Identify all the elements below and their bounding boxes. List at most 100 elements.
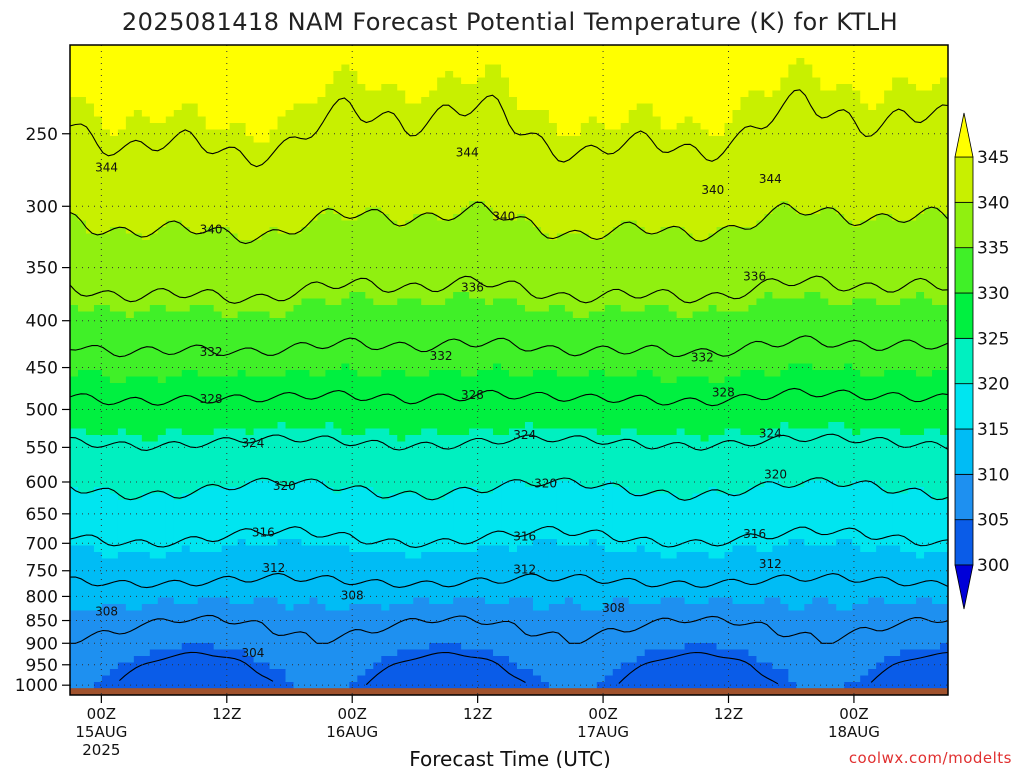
contour-label: 324 [241,436,264,450]
colorbar-label: 325 [977,329,1009,349]
contour-line-340 [70,201,948,245]
colorbar-bottom-arrow [954,564,974,610]
colorbar-label: 315 [977,420,1009,440]
x-tick-label: 00Z [87,705,116,723]
contour-label: 324 [513,428,536,442]
colorbar-segment [954,201,974,249]
x-tick-date: 15AUG [75,723,127,741]
colorbar-segment [954,156,974,203]
x-tick-date: 16AUG [326,723,378,741]
contour-label: 336 [743,270,766,284]
contour-label: 320 [764,468,787,482]
contour-line-328 [70,387,948,407]
contour-label: 316 [252,525,275,539]
contour-line-324 [70,433,948,451]
credit-text: coolwx.com/modelts [849,749,1012,767]
x-tick-date: 17AUG [577,723,629,741]
x-tick-label: 00Z [839,705,868,723]
y-tick-label: 1000 [15,676,58,696]
chart-title: 2025081418 NAM Forecast Potential Temper… [122,8,898,36]
y-tick-label: 600 [26,473,58,493]
contour-label: 340 [701,183,724,197]
colorbar-label: 300 [977,556,1009,576]
contour-line-312 [70,572,948,589]
contour-line-344 [70,89,948,168]
y-tick-label: 950 [26,656,58,676]
colorbar-label: 330 [977,284,1009,304]
contour-label: 328 [461,388,484,402]
y-tick-label: 850 [26,612,58,632]
colorbar-segment [954,519,974,566]
contour-label: 328 [200,392,223,406]
contour-label: 316 [513,529,536,543]
contour-label: 308 [341,588,364,602]
contour-line-336 [70,275,948,304]
contour-label: 312 [262,561,285,575]
contour-label: 332 [691,351,714,365]
colorbar-label: 320 [977,375,1009,395]
y-tick-label: 500 [26,400,58,420]
contour-line-320 [70,477,948,501]
ground-strip [70,688,948,695]
colorbar-segment [954,292,974,339]
contour-label: 308 [95,605,118,619]
y-tick-label: 450 [26,359,58,379]
contour-label: 340 [200,222,223,236]
colorbar-segment [954,473,974,521]
contour-label: 304 [241,646,264,660]
contour-label: 328 [712,385,735,399]
y-tick-label: 800 [26,587,58,607]
y-tick-label: 300 [26,197,58,217]
contour-line-332 [70,335,948,358]
colorbar: 300 305 310 315 320 325 330 335 340 345 [954,112,1009,610]
y-tick-label: 350 [26,259,58,279]
contour-label: 332 [200,345,223,359]
contour-line-308 [70,614,948,644]
colorbar-label: 340 [977,193,1009,213]
contour-label: 340 [492,210,515,224]
colorbar-label: 345 [977,148,1009,168]
y-tick-label: 750 [26,562,58,582]
colorbar-segment [954,383,974,430]
contour-label: 316 [743,527,766,541]
contour-label: 320 [273,479,296,493]
contour-labels: 344 344 344 340 340 340 336 336 332 332 332 328 328 3… [95,145,787,659]
ground-surface [70,688,948,695]
x-tick-date: 18AUG [828,723,880,741]
colorbar-top-arrow [954,112,974,158]
contour-lines [70,89,948,686]
colorbar-segment [954,247,974,294]
colorbar-segment [954,428,974,475]
y-tick-label: 700 [26,534,58,554]
x-tick-label: 12Z [212,705,241,723]
contour-label: 312 [759,557,782,571]
x-tick-label: 12Z [463,705,492,723]
x-tick-label: 00Z [338,705,367,723]
x-tick-label: 12Z [714,705,743,723]
y-tick-label: 900 [26,634,58,654]
contour-label: 324 [759,426,782,440]
contour-label: 332 [430,349,453,363]
contour-label: 336 [461,281,484,295]
contour-label: 308 [602,601,625,615]
x-tick-label: 00Z [588,705,617,723]
x-axis-label: Forecast Time (UTC) [409,747,611,768]
plot-frame [69,44,949,696]
contour-label: 344 [759,172,782,186]
y-tick-label: 550 [26,438,58,458]
contour-line-316 [70,525,948,548]
x-tick-year: 2025 [82,741,120,759]
grid-lines [70,45,948,695]
contour-label: 320 [534,476,557,490]
y-tick-label: 250 [26,125,58,145]
y-tick-label: 650 [26,505,58,525]
contour-label: 312 [513,563,536,577]
heatmap-field [70,45,948,695]
contour-label: 344 [95,160,118,174]
colorbar-label: 335 [977,239,1009,259]
y-axis-ticks: 2503003504004505005506006507007508008509… [15,125,70,696]
colorbar-label: 305 [977,511,1009,531]
contour-line-304 [119,651,948,686]
